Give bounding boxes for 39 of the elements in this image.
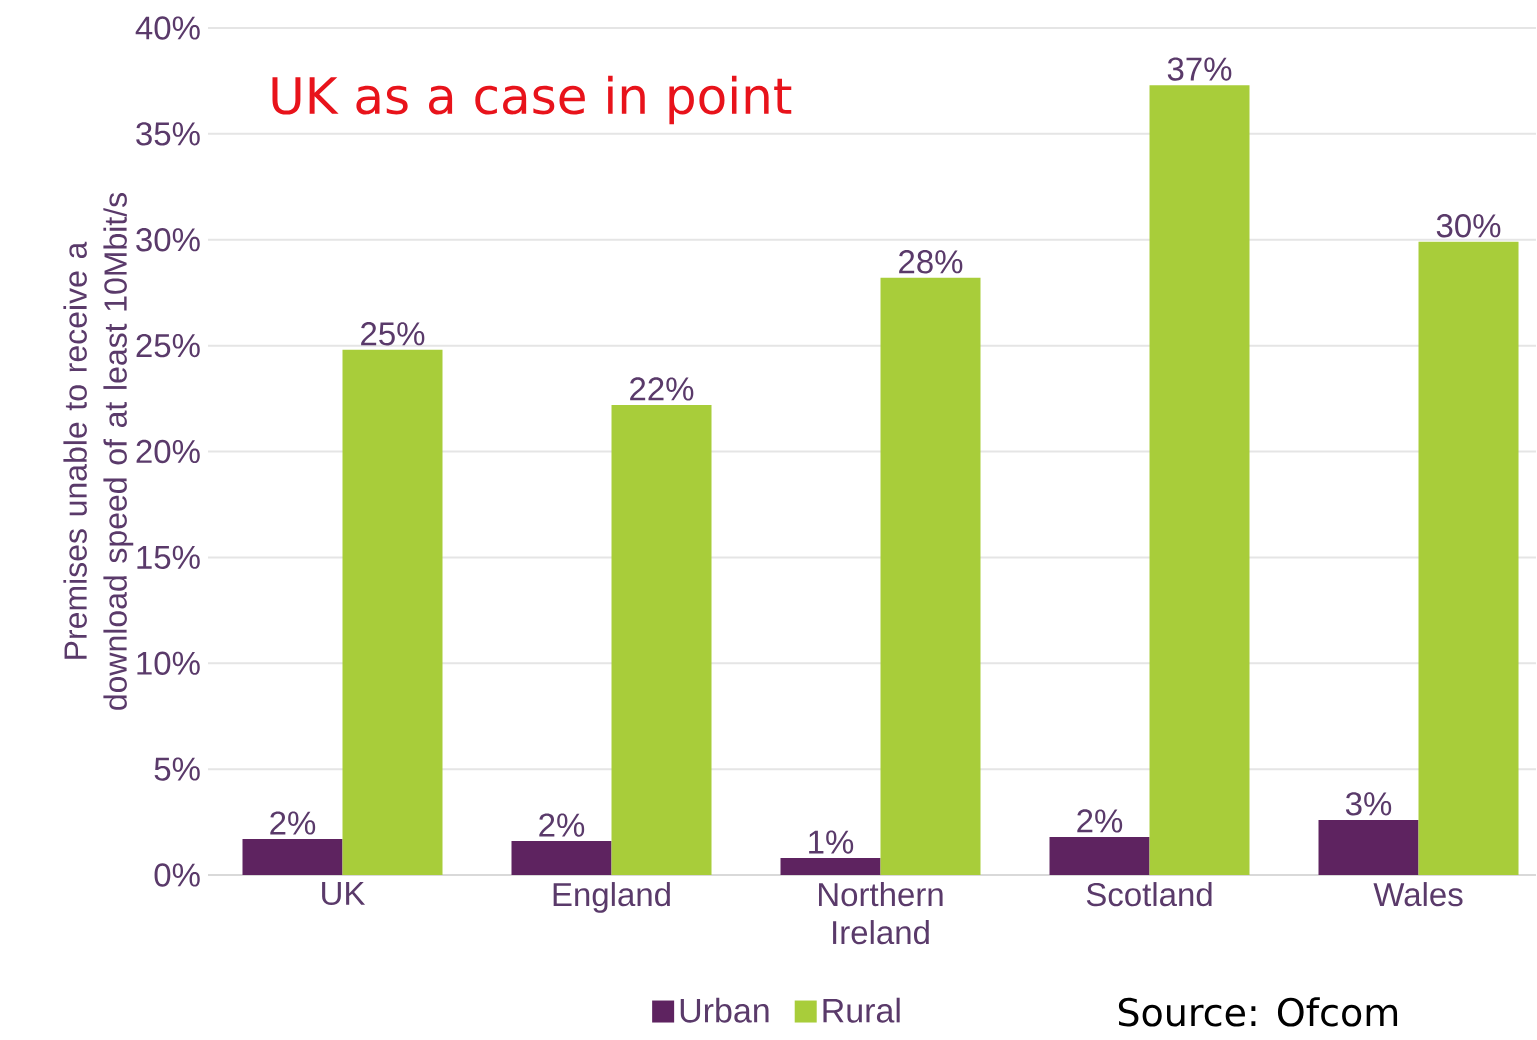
source-note: Source: Ofcom: [1118, 997, 1398, 1027]
bar: [880, 277, 981, 875]
bar: [780, 858, 881, 875]
data-label: 2%: [539, 813, 585, 837]
y-tick-label: 5%: [154, 757, 200, 781]
data-label: 3%: [1345, 792, 1392, 816]
y-tick-label: 35%: [136, 122, 200, 146]
y-tick-label: 30%: [136, 228, 200, 252]
legend-label: Rural: [823, 997, 900, 1023]
bar: [1418, 241, 1519, 875]
bar: [342, 349, 443, 875]
data-label: 30%: [1436, 214, 1501, 238]
x-tick-label: Wales: [1373, 882, 1463, 907]
y-tick-label: 15%: [137, 545, 200, 569]
bar: [511, 841, 612, 875]
data-label: 22%: [630, 377, 694, 401]
data-label: 25%: [361, 322, 425, 346]
x-tick-label: England: [553, 882, 670, 913]
data-label: 2%: [1077, 809, 1123, 833]
data-label: 37%: [1167, 57, 1232, 81]
data-label: 28%: [899, 250, 963, 274]
data-label: 2%: [270, 811, 316, 835]
y-tick-label: 25%: [136, 333, 200, 358]
bar: [1049, 836, 1150, 875]
y-tick-label: 20%: [136, 439, 200, 464]
x-tick-label: Scotland: [1086, 882, 1212, 907]
x-tick-label: UK: [322, 882, 366, 906]
y-tick-label: 0%: [154, 863, 200, 887]
y-tick-label: 10%: [137, 651, 200, 675]
y-tick-label: 40%: [135, 16, 200, 40]
bar: [1318, 819, 1419, 875]
bar: [611, 404, 712, 875]
bar: [242, 839, 343, 875]
bar: [1149, 85, 1250, 875]
x-tick-label: Northern Ireland: [819, 882, 943, 945]
text: UK as a case in point: [272, 75, 792, 125]
y-axis-title: Premises unable to receive a download speed of at least 10Mbit/s: [63, 193, 134, 710]
legend-label: Urban: [680, 997, 769, 1023]
data-label: 1%: [809, 830, 854, 854]
